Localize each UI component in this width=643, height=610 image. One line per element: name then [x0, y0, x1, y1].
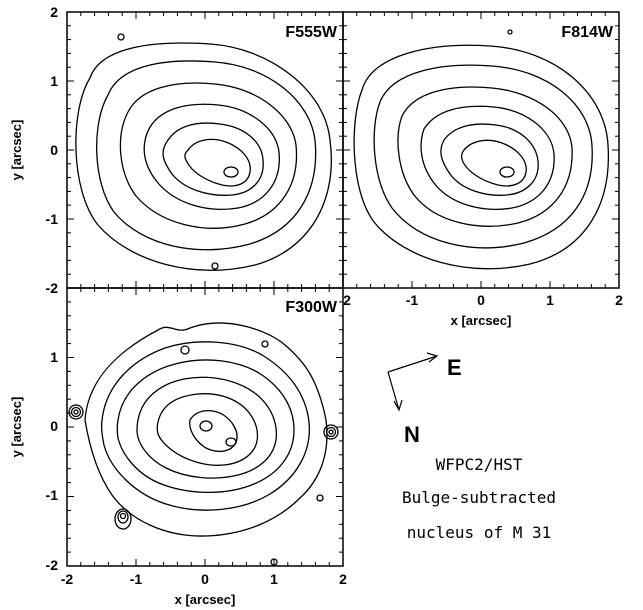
- y-tick-label: -2: [46, 557, 59, 573]
- y-tick-label: 1: [50, 73, 58, 89]
- y-axis-title: y [arcsec]: [9, 120, 24, 181]
- y-tick-label: 1: [50, 349, 58, 365]
- x-axis-title: x [arcsec]: [175, 592, 236, 607]
- contours-f814w: [353, 29, 610, 270]
- tick-marks: [66, 11, 620, 567]
- contours-f555w: [75, 33, 332, 271]
- caption-line-2: Bulge-subtracted: [402, 488, 556, 507]
- x-tick-label: 1: [270, 571, 278, 587]
- compass: [387, 352, 439, 412]
- x-tick-label: 1: [546, 292, 554, 308]
- x-tick-label: -2: [61, 571, 74, 587]
- y-axis-title: y [arcsec]: [9, 397, 24, 458]
- panel-f814w-filter-label: F814W: [561, 24, 613, 41]
- panel-f555w-frame: [66, 11, 344, 289]
- contours-f300w: [68, 322, 339, 566]
- panel-f814w-frame: [342, 11, 620, 289]
- x-tick-label: 0: [477, 292, 485, 308]
- x-tick-label: 2: [339, 571, 347, 587]
- x-tick-label: 2: [615, 292, 623, 308]
- x-tick-label: -1: [406, 292, 419, 308]
- compass-north-label: N: [404, 422, 420, 447]
- x-tick-label: -1: [130, 571, 143, 587]
- y-tick-label: -2: [46, 280, 59, 296]
- y-tick-label: -1: [46, 211, 59, 227]
- compass-east-label: E: [447, 355, 462, 380]
- panel-f555w-filter-label: F555W: [285, 24, 337, 41]
- x-tick-label: 2: [343, 292, 351, 308]
- x-axis-title: x [arcsec]: [451, 313, 512, 328]
- y-tick-label: 0: [50, 418, 58, 434]
- y-tick-label: 2: [50, 4, 58, 20]
- y-tick-label: -1: [46, 487, 59, 503]
- panel-f300w-frame: [66, 287, 344, 567]
- panel-f300w-filter-label: F300W: [285, 299, 337, 316]
- x-tick-label: 0: [201, 571, 209, 587]
- y-tick-label: 0: [50, 142, 58, 158]
- caption-line-3: nucleus of M 31: [407, 523, 552, 542]
- caption-line-1: WFPC2/HST: [436, 455, 523, 474]
